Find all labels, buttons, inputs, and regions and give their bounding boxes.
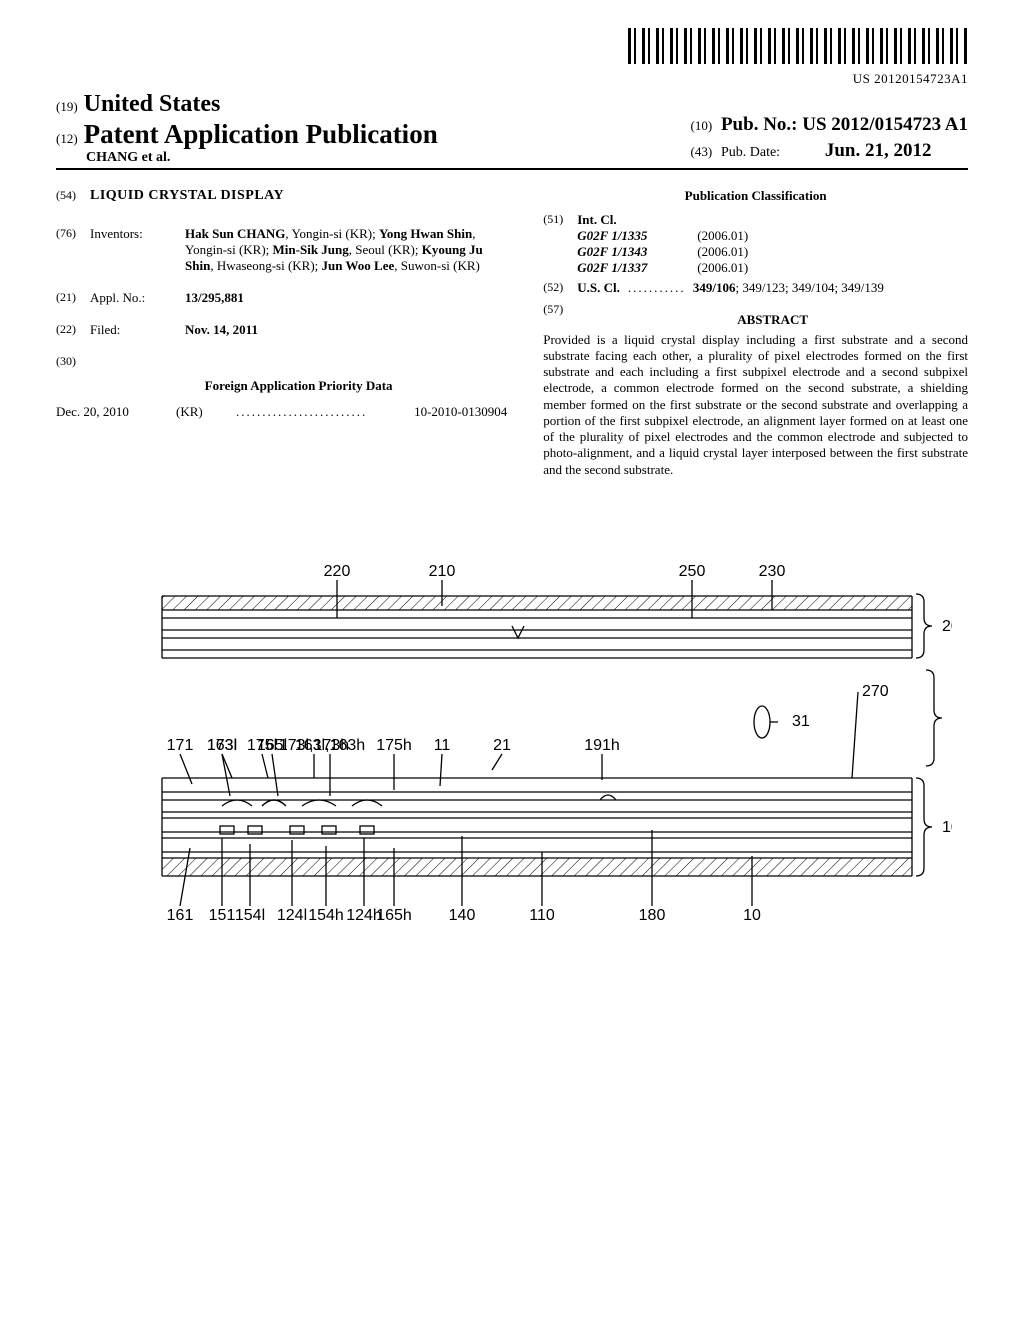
uscl-lead: 349/106 [693, 280, 736, 295]
barcode-graphic [628, 28, 968, 64]
body-columns: (54) LIQUID CRYSTAL DISPLAY (76) Invento… [56, 188, 968, 478]
title-num: (54) [56, 188, 90, 204]
fapd-country: (KR) [176, 404, 236, 420]
applno-label: Appl. No.: [90, 290, 185, 306]
svg-text:230: 230 [759, 563, 786, 580]
country-line: (19) United States [56, 91, 438, 119]
svg-text:165l: 165l [257, 737, 287, 754]
patent-front-page: US 20120154723A1 (19) United States (12) P… [0, 0, 1024, 988]
uscl-num: (52) [543, 280, 577, 296]
abs-head: ABSTRACT [577, 312, 968, 328]
svg-text:270: 270 [862, 683, 889, 700]
svg-text:220: 220 [324, 563, 351, 580]
svg-text:124l: 124l [277, 907, 307, 924]
svg-text:161: 161 [167, 907, 194, 924]
pubno-value: US 2012/0154723 A1 [802, 114, 968, 135]
intcl-num: (51) [543, 212, 577, 228]
abstract-body: Provided is a liquid crystal display inc… [543, 332, 968, 478]
country-name: United States [84, 91, 221, 117]
pub-title: Patent Application Publication [84, 119, 438, 149]
svg-text:110: 110 [529, 907, 555, 924]
publication-line: (12) Patent Application Publication [56, 119, 438, 150]
abs-num: (57) [543, 302, 577, 332]
applno-num: (21) [56, 290, 90, 306]
applno-row: (21) Appl. No.: 13/295,881 [56, 290, 507, 306]
svg-text:180: 180 [639, 907, 666, 924]
filed-label: Filed: [90, 322, 185, 338]
pubno-num: (10) [691, 118, 713, 133]
intcl-row: (51) Int. Cl. [543, 212, 968, 228]
fapd-head: Foreign Application Priority Data [90, 378, 507, 394]
invention-title-row: (54) LIQUID CRYSTAL DISPLAY [56, 188, 507, 204]
invention-title: LIQUID CRYSTAL DISPLAY [90, 188, 284, 204]
svg-text:100: 100 [942, 819, 952, 836]
svg-text:171: 171 [167, 737, 194, 754]
header: (19) United States (12) Patent Application… [56, 91, 968, 170]
authors-line: CHANG et al. [56, 150, 438, 166]
svg-text:165h: 165h [376, 907, 412, 924]
intcl-label: Int. Cl. [577, 212, 616, 228]
fapd-section: (30) Foreign Application Priority Data D… [56, 354, 507, 420]
barcode-block: US 20120154723A1 [56, 28, 968, 87]
figure-svg: 312202102502302003100270173l175l173l,173… [72, 518, 952, 948]
filed-row: (22) Filed: Nov. 14, 2011 [56, 322, 507, 338]
svg-text:154h: 154h [308, 907, 344, 924]
svg-text:163l,163h: 163l,163h [295, 737, 365, 754]
uscl-row: (52) U.S. Cl............ 349/106; 349/12… [543, 280, 968, 296]
pub-no-line: (10) Pub. No.: US 2012/0154723 A1 [691, 112, 968, 138]
filed-num: (22) [56, 322, 90, 338]
svg-text:151: 151 [209, 907, 236, 924]
fapd-row: Dec. 20, 2010 (KR) .....................… [56, 404, 507, 420]
svg-text:11: 11 [434, 737, 451, 754]
country-num: (19) [56, 99, 78, 114]
fapd-date: Dec. 20, 2010 [56, 404, 176, 420]
applno-value: 13/295,881 [185, 290, 507, 306]
fapd-dots: ......................... [236, 404, 367, 420]
barcode-text: US 20120154723A1 [56, 71, 968, 87]
pubdate-label: Pub. Date: [721, 145, 780, 160]
svg-text:210: 210 [429, 563, 456, 580]
uscl-dots: ........... [628, 280, 686, 295]
left-column: (54) LIQUID CRYSTAL DISPLAY (76) Invento… [56, 188, 507, 478]
svg-text:21: 21 [493, 737, 511, 754]
inventors-value: Hak Sun CHANG, Yongin-si (KR); Yong Hwan… [185, 226, 507, 274]
svg-text:250: 250 [679, 563, 706, 580]
inventors-row: (76) Inventors: Hak Sun CHANG, Yongin-si… [56, 226, 507, 274]
fapd-appno: 10-2010-0130904 [367, 404, 507, 420]
pubdate-num: (43) [691, 144, 713, 159]
inventors-label: Inventors: [90, 226, 185, 274]
svg-text:200: 200 [942, 618, 952, 635]
svg-text:191h: 191h [584, 737, 620, 754]
filed-value: Nov. 14, 2011 [185, 322, 507, 338]
pub-date-line: (43) Pub. Date: Jun. 21, 2012 [691, 138, 968, 164]
pubclass-head: Publication Classification [543, 188, 968, 204]
svg-text:163l: 163l [207, 737, 237, 754]
svg-text:175h: 175h [376, 737, 412, 754]
inventors-num: (76) [56, 226, 90, 274]
svg-text:31: 31 [792, 713, 810, 730]
uscl-rest: ; 349/123; 349/104; 349/139 [736, 280, 884, 295]
pubno-label: Pub. No.: [721, 114, 798, 135]
intcl-list: G02F 1/1335(2006.01)G02F 1/1343(2006.01)… [577, 228, 968, 276]
uscl-label: U.S. Cl. [577, 280, 620, 295]
svg-text:10: 10 [743, 907, 761, 924]
pubdate-value: Jun. 21, 2012 [825, 140, 932, 161]
header-right: (10) Pub. No.: US 2012/0154723 A1 (43) P… [691, 112, 968, 165]
svg-text:140: 140 [449, 907, 476, 924]
abstract-head-row: (57) ABSTRACT [543, 302, 968, 332]
pub-num: (12) [56, 131, 78, 146]
right-column: Publication Classification (51) Int. Cl.… [543, 188, 968, 478]
header-left: (19) United States (12) Patent Application… [56, 91, 438, 166]
fapd-num: (30) [56, 354, 90, 404]
svg-text:154l: 154l [235, 907, 265, 924]
patent-figure: 312202102502302003100270173l175l173l,173… [56, 518, 968, 948]
